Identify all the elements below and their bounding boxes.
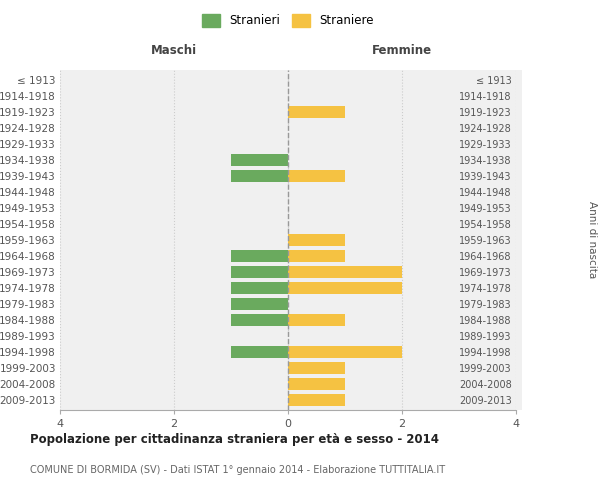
Bar — [231, 170, 288, 182]
Bar — [231, 314, 288, 326]
Bar — [288, 234, 345, 246]
Bar — [288, 378, 345, 390]
Bar — [231, 250, 288, 262]
Bar — [231, 266, 288, 278]
Bar — [231, 154, 288, 166]
Text: Anni di nascita: Anni di nascita — [587, 202, 597, 278]
Bar — [231, 282, 288, 294]
Bar — [288, 314, 345, 326]
Bar — [231, 298, 288, 310]
Bar — [288, 362, 345, 374]
Text: Popolazione per cittadinanza straniera per età e sesso - 2014: Popolazione per cittadinanza straniera p… — [30, 432, 439, 446]
Bar — [288, 250, 345, 262]
Bar — [288, 266, 402, 278]
Bar — [288, 170, 345, 182]
Bar — [231, 346, 288, 358]
Bar — [288, 282, 402, 294]
Legend: Stranieri, Straniere: Stranieri, Straniere — [199, 11, 377, 31]
Text: COMUNE DI BORMIDA (SV) - Dati ISTAT 1° gennaio 2014 - Elaborazione TUTTITALIA.IT: COMUNE DI BORMIDA (SV) - Dati ISTAT 1° g… — [30, 465, 445, 475]
Bar — [288, 394, 345, 406]
Bar — [288, 346, 402, 358]
Text: Maschi: Maschi — [151, 44, 197, 58]
Bar — [288, 106, 345, 118]
Text: Femmine: Femmine — [372, 44, 432, 58]
